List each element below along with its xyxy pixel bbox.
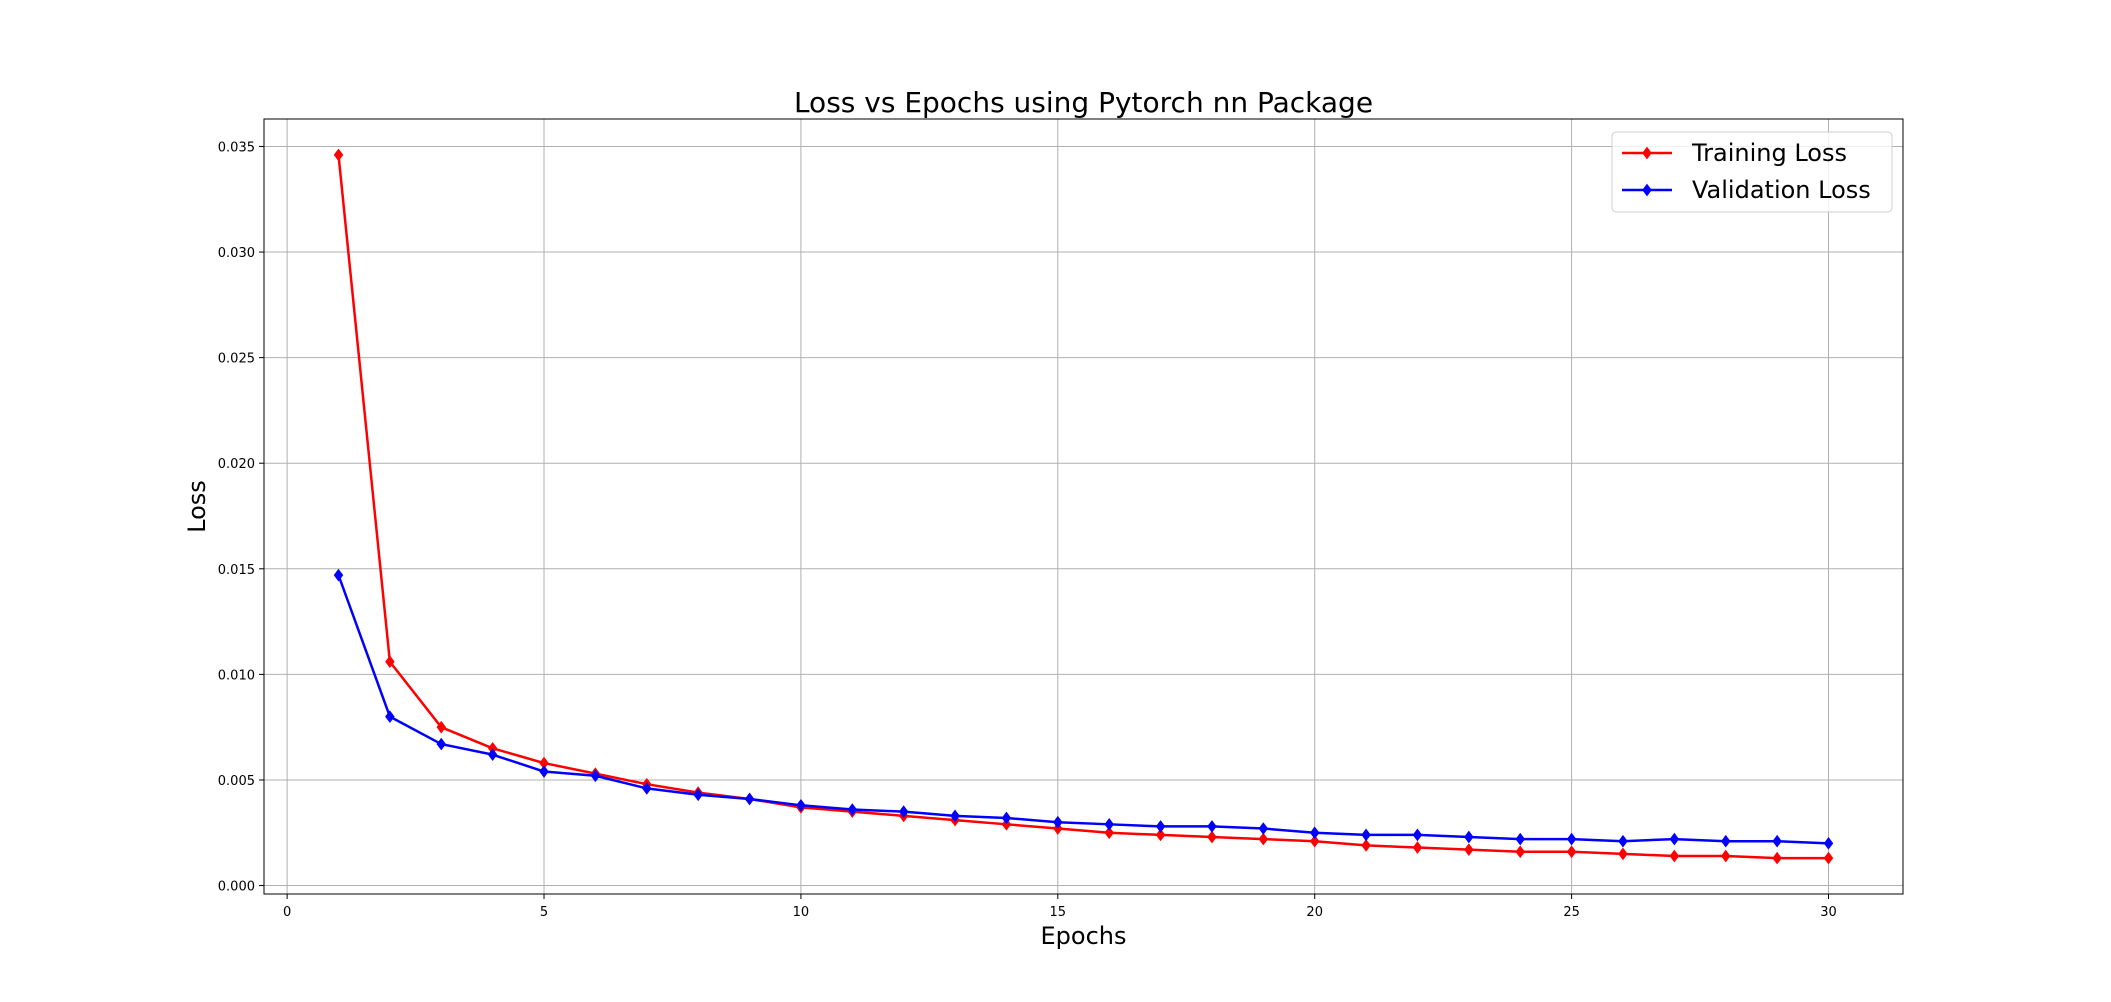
validation-loss-point [1001, 811, 1012, 825]
legend-box [1611, 131, 1893, 213]
training-loss-point [1566, 845, 1577, 859]
y-tick-label: 0.005 [218, 774, 255, 789]
validation-loss-point [1669, 832, 1680, 846]
x-tick-label: 15 [1050, 905, 1067, 920]
y-axis-label: Loss [183, 480, 211, 533]
training-loss-point [1053, 822, 1063, 835]
training-loss-point [1464, 843, 1474, 856]
y-tick-label: 0.000 [218, 880, 255, 895]
validation-loss-line [337, 574, 1829, 845]
validation-loss-point [436, 737, 447, 751]
training-loss-point [1207, 830, 1217, 844]
validation-loss-point [1515, 832, 1525, 846]
training-loss-point [1720, 849, 1731, 863]
legend-item-validation-loss: Validation Loss [1622, 176, 1871, 204]
grid [264, 119, 1903, 894]
x-tick-label: 5 [540, 905, 548, 920]
training-loss-point [385, 655, 395, 669]
validation-loss-point [539, 765, 549, 778]
chart-title: Loss vs Epochs using Pytorch nn Package [794, 86, 1373, 119]
training-loss-point [1001, 817, 1012, 831]
training-loss-point [1618, 847, 1628, 861]
validation-loss-point [847, 803, 858, 816]
training-loss-point [1823, 851, 1834, 865]
validation-loss-point [1720, 834, 1731, 848]
training-loss-line [337, 154, 1829, 860]
training-loss-point [333, 148, 344, 162]
validation-loss-point [796, 798, 806, 812]
validation-loss-point [1823, 836, 1834, 850]
x-tick-label: 20 [1306, 905, 1323, 920]
x-tick-label: 30 [1820, 905, 1837, 920]
y-tick-label: 0.035 [218, 140, 255, 155]
training-loss-point [1412, 841, 1423, 854]
x-tick-label: 0 [283, 905, 291, 920]
validation-loss-point [487, 748, 498, 761]
training-loss-point [1258, 832, 1269, 846]
x-axis-label: Epochs [1041, 922, 1127, 950]
legend-label: Validation Loss [1692, 176, 1871, 204]
validation-loss-point [1104, 817, 1114, 831]
validation-loss-point [1566, 832, 1577, 846]
training-loss-point [1669, 849, 1680, 863]
legend: Training Loss Validation Loss [1611, 131, 1893, 213]
validation-loss-point [333, 568, 344, 582]
validation-loss-point [1309, 826, 1320, 840]
validation-loss-point [590, 769, 601, 783]
x-tick-label: 10 [793, 905, 810, 920]
training-loss-series [333, 148, 1834, 865]
y-tick-label: 0.025 [218, 352, 255, 367]
validation-loss-point [1207, 820, 1217, 833]
legend-label: Training Loss [1691, 139, 1847, 167]
training-loss-point [1772, 851, 1782, 865]
validation-loss-point [1618, 834, 1628, 848]
validation-loss-point [1155, 820, 1166, 833]
training-loss-point [1155, 828, 1166, 842]
validation-loss-point [744, 792, 755, 806]
validation-loss-point [1412, 828, 1423, 842]
y-tick-label: 0.020 [218, 457, 255, 472]
training-loss-point [1515, 845, 1525, 859]
validation-loss-point [385, 710, 395, 723]
validation-loss-point [898, 805, 909, 818]
y-tick-label: 0.010 [218, 668, 255, 683]
validation-loss-series [333, 568, 1834, 850]
plot-frame [263, 118, 1904, 895]
validation-loss-point [642, 782, 652, 795]
y-tick-label: 0.015 [218, 563, 255, 578]
series-lines [333, 148, 1834, 865]
legend-marker [1642, 183, 1652, 197]
validation-loss-point [1258, 822, 1269, 835]
legend-marker [1642, 146, 1652, 160]
validation-loss-point [1361, 828, 1371, 842]
axis-ticks: 0 5 10 15 20 25 30 0.000 0.005 0.010 0.015 0.020 0.0… [218, 140, 1837, 920]
x-tick-label: 25 [1563, 905, 1580, 920]
training-loss-point [1104, 826, 1114, 840]
validation-loss-point [1053, 815, 1063, 829]
validation-loss-point [693, 788, 703, 802]
training-loss-point [436, 720, 447, 734]
training-loss-point [1309, 834, 1320, 848]
legend-item-training-loss: Training Loss [1622, 139, 1847, 167]
validation-loss-point [950, 809, 960, 823]
validation-loss-point [1772, 834, 1782, 848]
training-loss-point [1361, 839, 1371, 852]
y-tick-label: 0.030 [218, 246, 255, 261]
validation-loss-point [1464, 830, 1474, 844]
